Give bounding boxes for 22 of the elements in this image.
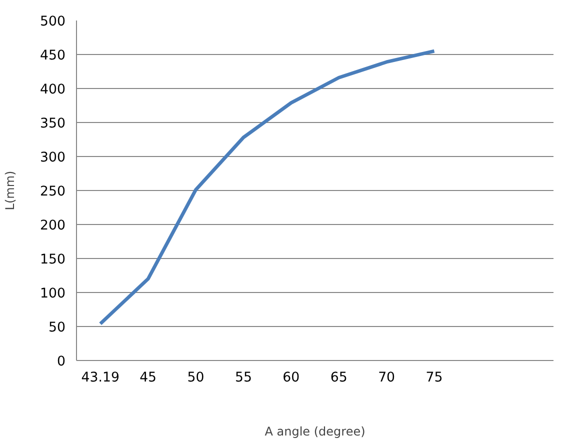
x-tick-label: 65 [330,370,348,386]
x-tick-label: 50 [187,370,204,386]
x-tick-label: 60 [282,370,300,386]
x-tick-label: 70 [378,370,396,386]
line-series [98,49,436,326]
x-tick-label: 75 [426,370,443,386]
y-tick-label: 150 [40,252,66,268]
y-tick-label: 100 [40,286,66,302]
y-tick-label: 250 [40,184,66,200]
x-tick-label: 45 [140,370,157,386]
x-axis-title: A angle (degree) [264,424,366,438]
x-tick-label: 55 [234,370,252,386]
y-tick-label: 50 [48,320,66,336]
y-tick-label: 350 [40,116,66,132]
y-axis-title: L(mm) [3,170,18,210]
y-tick-label: 0 [57,354,66,370]
y-tick-label: 500 [40,14,66,30]
y-tick-label: 300 [40,150,66,166]
y-tick-label: 400 [40,82,66,98]
y-tick-label: 200 [40,218,66,234]
x-tick-label: 43.19 [81,370,120,386]
y-tick-label: 450 [40,48,66,64]
